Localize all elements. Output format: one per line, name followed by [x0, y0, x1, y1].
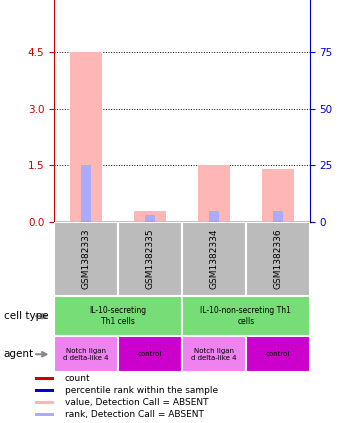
Text: IL-10-non-secreting Th1
cells: IL-10-non-secreting Th1 cells: [201, 307, 291, 326]
Bar: [182, 296, 310, 336]
Text: agent: agent: [4, 349, 34, 359]
Bar: [246, 222, 310, 296]
Bar: [54, 222, 118, 296]
Text: GSM1382333: GSM1382333: [82, 229, 91, 289]
Bar: [209, 211, 219, 222]
Text: rank, Detection Call = ABSENT: rank, Detection Call = ABSENT: [65, 410, 204, 419]
Text: count: count: [65, 374, 90, 383]
Text: GSM1382335: GSM1382335: [146, 229, 155, 289]
Bar: [70, 52, 102, 222]
Bar: [182, 222, 246, 296]
Text: Notch ligan
d delta-like 4: Notch ligan d delta-like 4: [191, 348, 237, 361]
Text: control: control: [266, 351, 290, 357]
Bar: [35, 377, 54, 380]
Text: percentile rank within the sample: percentile rank within the sample: [65, 386, 218, 395]
Bar: [35, 413, 54, 416]
Bar: [134, 211, 166, 222]
Bar: [118, 222, 182, 296]
Bar: [273, 211, 282, 222]
Bar: [35, 401, 54, 404]
Text: control: control: [138, 351, 162, 357]
Text: value, Detection Call = ABSENT: value, Detection Call = ABSENT: [65, 398, 208, 407]
Text: IL-10-secreting
Th1 cells: IL-10-secreting Th1 cells: [90, 307, 147, 326]
Text: GSM1382336: GSM1382336: [273, 229, 282, 289]
Bar: [198, 165, 230, 222]
Bar: [262, 169, 294, 222]
Bar: [182, 336, 246, 372]
Text: GSM1382334: GSM1382334: [209, 229, 218, 289]
Text: Notch ligan
d delta-like 4: Notch ligan d delta-like 4: [63, 348, 109, 361]
Bar: [54, 336, 118, 372]
Text: cell type: cell type: [4, 311, 48, 321]
Bar: [54, 296, 182, 336]
Bar: [35, 389, 54, 392]
Bar: [246, 336, 310, 372]
Bar: [118, 336, 182, 372]
Bar: [145, 214, 155, 222]
Bar: [82, 165, 91, 222]
